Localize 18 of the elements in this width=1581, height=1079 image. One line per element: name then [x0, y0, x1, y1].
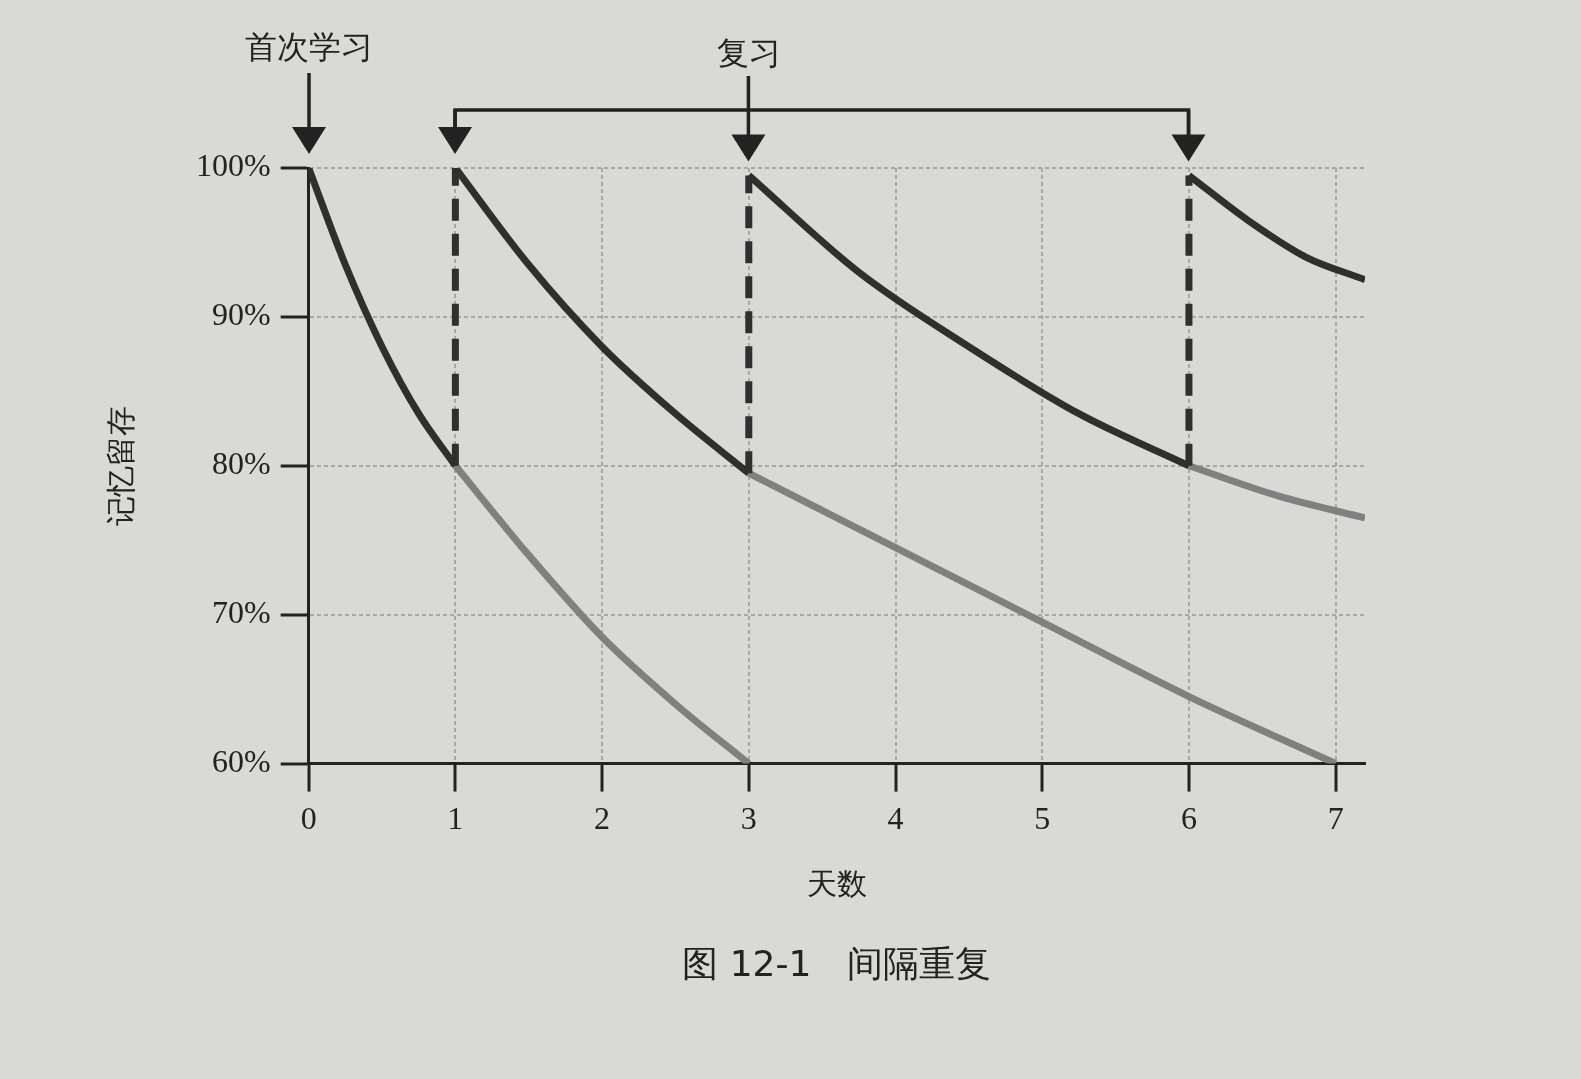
x-tick-label: 6	[1180, 800, 1197, 837]
x-tick-label: 7	[1327, 800, 1344, 837]
x-tick-label: 0	[300, 800, 317, 837]
y-tick-label: 80%	[212, 445, 271, 482]
y-tick-label: 90%	[212, 296, 271, 333]
x-tick-label: 1	[447, 800, 464, 837]
x-tick-label: 2	[594, 800, 611, 837]
y-tick-label: 70%	[212, 594, 271, 631]
y-axis-title: 记忆留存	[102, 405, 138, 526]
y-tick-label: 100%	[196, 147, 271, 184]
text: 首次学习	[244, 28, 373, 67]
text: 复习	[716, 34, 781, 73]
caption: 图 12-1 间隔重复	[682, 943, 992, 985]
x-axis-title: 天数	[806, 865, 867, 901]
y-tick-label: 60%	[212, 743, 271, 780]
x-tick-label: 5	[1034, 800, 1051, 837]
x-tick-label: 4	[887, 800, 904, 837]
x-tick-label: 3	[740, 800, 757, 837]
